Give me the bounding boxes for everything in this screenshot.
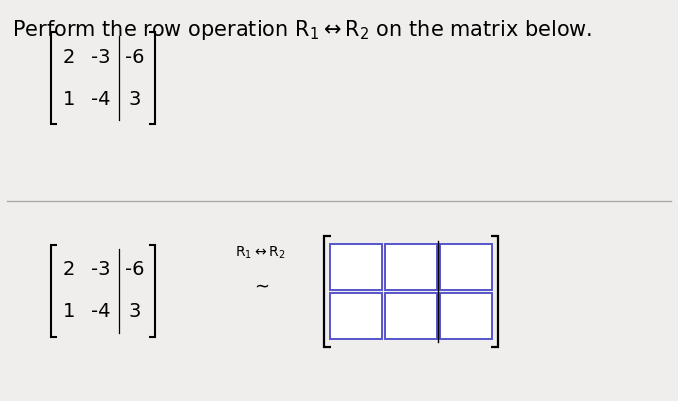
Text: 1: 1: [63, 90, 75, 109]
Text: -3: -3: [92, 48, 111, 67]
FancyBboxPatch shape: [330, 244, 382, 290]
Text: -6: -6: [125, 260, 144, 279]
Text: -6: -6: [125, 48, 144, 67]
FancyBboxPatch shape: [440, 293, 492, 339]
FancyBboxPatch shape: [385, 293, 437, 339]
FancyBboxPatch shape: [440, 244, 492, 290]
Text: -4: -4: [92, 90, 111, 109]
Text: 3: 3: [129, 302, 141, 321]
Text: $\sim$: $\sim$: [251, 277, 269, 295]
Text: -3: -3: [92, 260, 111, 279]
Text: $\mathrm{R}_1 \leftrightarrow \mathrm{R}_2$: $\mathrm{R}_1 \leftrightarrow \mathrm{R}…: [235, 245, 285, 261]
Text: 1: 1: [63, 302, 75, 321]
Text: 2: 2: [63, 48, 75, 67]
FancyBboxPatch shape: [330, 293, 382, 339]
FancyBboxPatch shape: [385, 244, 437, 290]
Text: 3: 3: [129, 90, 141, 109]
Text: Perform the row operation $\mathrm{R}_1 \leftrightarrow \mathrm{R}_2$ on the mat: Perform the row operation $\mathrm{R}_1 …: [12, 18, 593, 42]
Text: 2: 2: [63, 260, 75, 279]
Text: -4: -4: [92, 302, 111, 321]
